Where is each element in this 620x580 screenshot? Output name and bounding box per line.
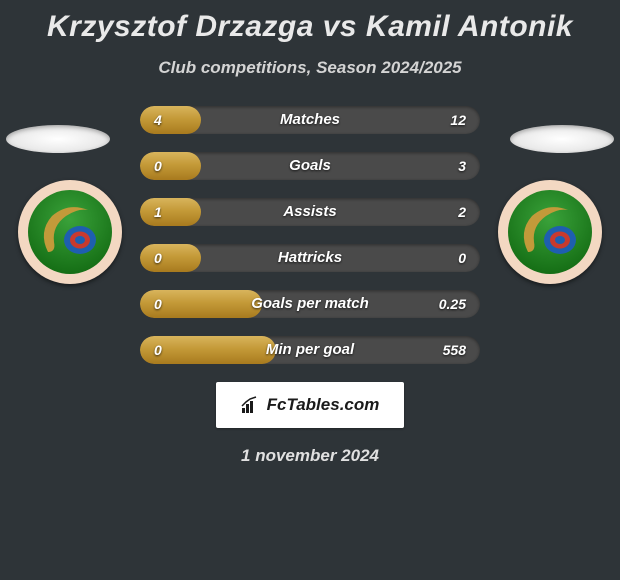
stat-row-assists: 1 Assists 2: [140, 198, 480, 226]
watermark-text: FcTables.com: [267, 395, 380, 415]
date-label: 1 november 2024: [0, 446, 620, 466]
bar-chart-icon: [241, 396, 261, 414]
stat-right-value: 12: [450, 106, 466, 134]
stat-right-value: 0: [458, 244, 466, 272]
stat-row-matches: 4 Matches 12: [140, 106, 480, 134]
stat-row-goals-per-match: 0 Goals per match 0.25: [140, 290, 480, 318]
stat-label: Min per goal: [140, 336, 480, 364]
stat-right-value: 2: [458, 198, 466, 226]
stat-label: Hattricks: [140, 244, 480, 272]
page-title: Krzysztof Drzazga vs Kamil Antonik: [0, 0, 620, 44]
stat-label: Assists: [140, 198, 480, 226]
stat-label: Goals per match: [140, 290, 480, 318]
stats-bars: 4 Matches 12 0 Goals 3 1 Assists 2: [0, 106, 620, 364]
stat-row-goals: 0 Goals 3: [140, 152, 480, 180]
page-subtitle: Club competitions, Season 2024/2025: [0, 58, 620, 78]
watermark-badge: FcTables.com: [216, 382, 404, 428]
stat-label: Matches: [140, 106, 480, 134]
stat-row-hattricks: 0 Hattricks 0: [140, 244, 480, 272]
infographic-container: Krzysztof Drzazga vs Kamil Antonik Club …: [0, 0, 620, 580]
stat-right-value: 558: [443, 336, 466, 364]
stat-right-value: 0.25: [439, 290, 466, 318]
stat-right-value: 3: [458, 152, 466, 180]
stat-row-min-per-goal: 0 Min per goal 558: [140, 336, 480, 364]
stat-label: Goals: [140, 152, 480, 180]
